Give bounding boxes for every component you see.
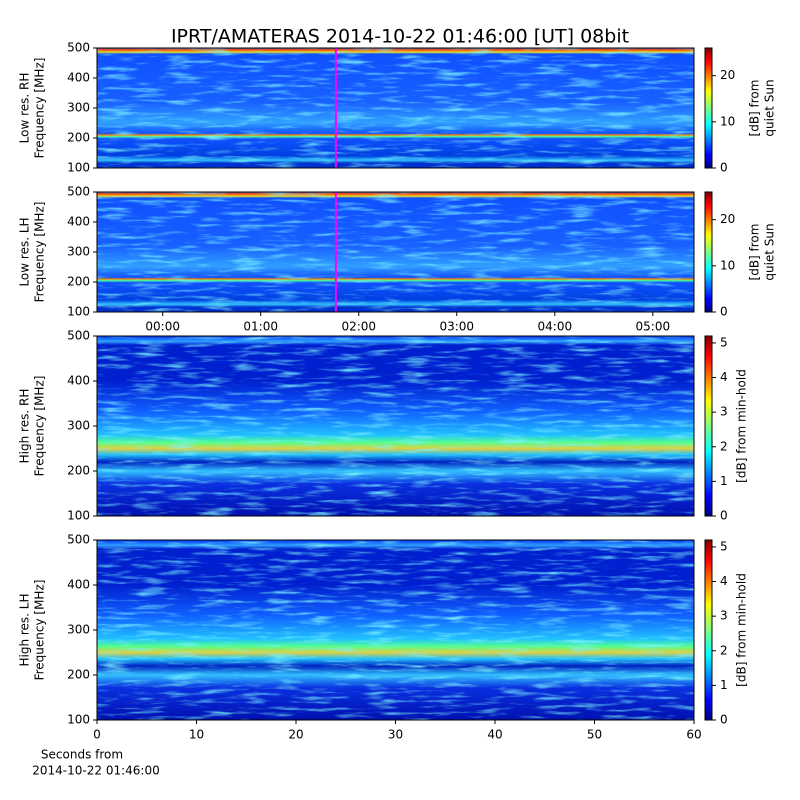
y-tick-label: 300 [67, 101, 90, 115]
y-axis-label: Frequency [MHz] [33, 58, 47, 159]
y-tick-label: 500 [67, 185, 90, 199]
x-tick-label: 50 [587, 728, 602, 742]
y-tick-label: 200 [67, 131, 90, 145]
y-tick-label: 100 [67, 305, 90, 319]
y-axis-label: High res. LH [18, 593, 32, 666]
colorbar-tick-label: 0 [720, 509, 728, 523]
x-tick-label: 30 [388, 728, 403, 742]
y-axis-label: Frequency [MHz] [33, 202, 47, 303]
colorbar-tick-label: 3 [720, 609, 728, 623]
x-tick-label: 0 [93, 728, 101, 742]
y-tick-label: 200 [67, 668, 90, 682]
colorbar [704, 539, 713, 721]
y-tick-label: 500 [67, 41, 90, 55]
y-tick-label: 100 [67, 161, 90, 175]
colorbar-tick-label: 4 [720, 370, 728, 384]
y-tick-label: 300 [67, 245, 90, 259]
colorbar-tick-label: 2 [720, 439, 728, 453]
colorbar-label: [dB] from min-hold [735, 369, 749, 483]
x-tick-label: 04:00 [538, 320, 573, 334]
y-tick-label: 100 [67, 713, 90, 727]
y-axis-label: Frequency [MHz] [33, 376, 47, 477]
x-tick-label: 00:00 [145, 320, 180, 334]
y-tick-label: 200 [67, 275, 90, 289]
x-tick-label: 01:00 [243, 320, 278, 334]
x-tick-label: 05:00 [636, 320, 671, 334]
y-tick-label: 300 [67, 419, 90, 433]
colorbar-label: quiet Sun [763, 79, 777, 136]
x-axis-label: 2014-10-22 01:46:00 [32, 764, 159, 778]
y-tick-label: 200 [67, 464, 90, 478]
colorbar-tick-label: 20 [720, 212, 735, 226]
colorbar-tick-label: 10 [720, 114, 735, 128]
colorbar-tick-label: 0 [720, 305, 728, 319]
spectrogram-noise [97, 336, 694, 516]
y-axis-label: Low res. LH [18, 217, 32, 286]
colorbar-tick-label: 0 [720, 161, 728, 175]
colorbar [704, 191, 713, 313]
y-axis-label: High res. RH [18, 389, 32, 464]
y-tick-label: 400 [67, 578, 90, 592]
colorbar-tick-label: 1 [720, 678, 728, 692]
spectrogram-noise [97, 192, 694, 312]
colorbar-tick-label: 1 [720, 474, 728, 488]
figure-title: IPRT/AMATERAS 2014-10-22 01:46:00 [UT] 0… [171, 26, 629, 48]
y-tick-label: 500 [67, 329, 90, 343]
y-tick-label: 100 [67, 509, 90, 523]
x-tick-label: 03:00 [439, 320, 474, 334]
spectrogram-noise [97, 540, 694, 720]
colorbar-tick-label: 4 [720, 574, 728, 588]
colorbar-label: [dB] from [748, 80, 762, 137]
x-tick-label: 10 [189, 728, 204, 742]
colorbar [704, 47, 713, 169]
colorbar-tick-label: 2 [720, 643, 728, 657]
y-tick-label: 300 [67, 623, 90, 637]
y-tick-label: 400 [67, 71, 90, 85]
x-tick-label: 02:00 [341, 320, 376, 334]
colorbar-tick-label: 5 [720, 539, 728, 553]
colorbar-tick-label: 20 [720, 68, 735, 82]
colorbar-tick-label: 0 [720, 713, 728, 727]
colorbar-tick-label: 5 [720, 335, 728, 349]
x-tick-label: 40 [487, 728, 502, 742]
colorbar-label: quiet Sun [763, 223, 777, 280]
x-tick-label: 60 [686, 728, 701, 742]
y-tick-label: 400 [67, 215, 90, 229]
colorbar [704, 335, 713, 517]
colorbar-tick-label: 3 [720, 405, 728, 419]
y-axis-label: Frequency [MHz] [33, 580, 47, 681]
y-tick-label: 500 [67, 533, 90, 547]
y-tick-label: 400 [67, 374, 90, 388]
y-axis-label: Low res. RH [18, 73, 32, 144]
spectrogram-noise [97, 48, 694, 168]
colorbar-label: [dB] from min-hold [735, 573, 749, 687]
colorbar-label: [dB] from [748, 224, 762, 281]
colorbar-tick-label: 10 [720, 258, 735, 272]
x-tick-label: 20 [288, 728, 303, 742]
x-axis-label: Seconds from [41, 748, 123, 762]
